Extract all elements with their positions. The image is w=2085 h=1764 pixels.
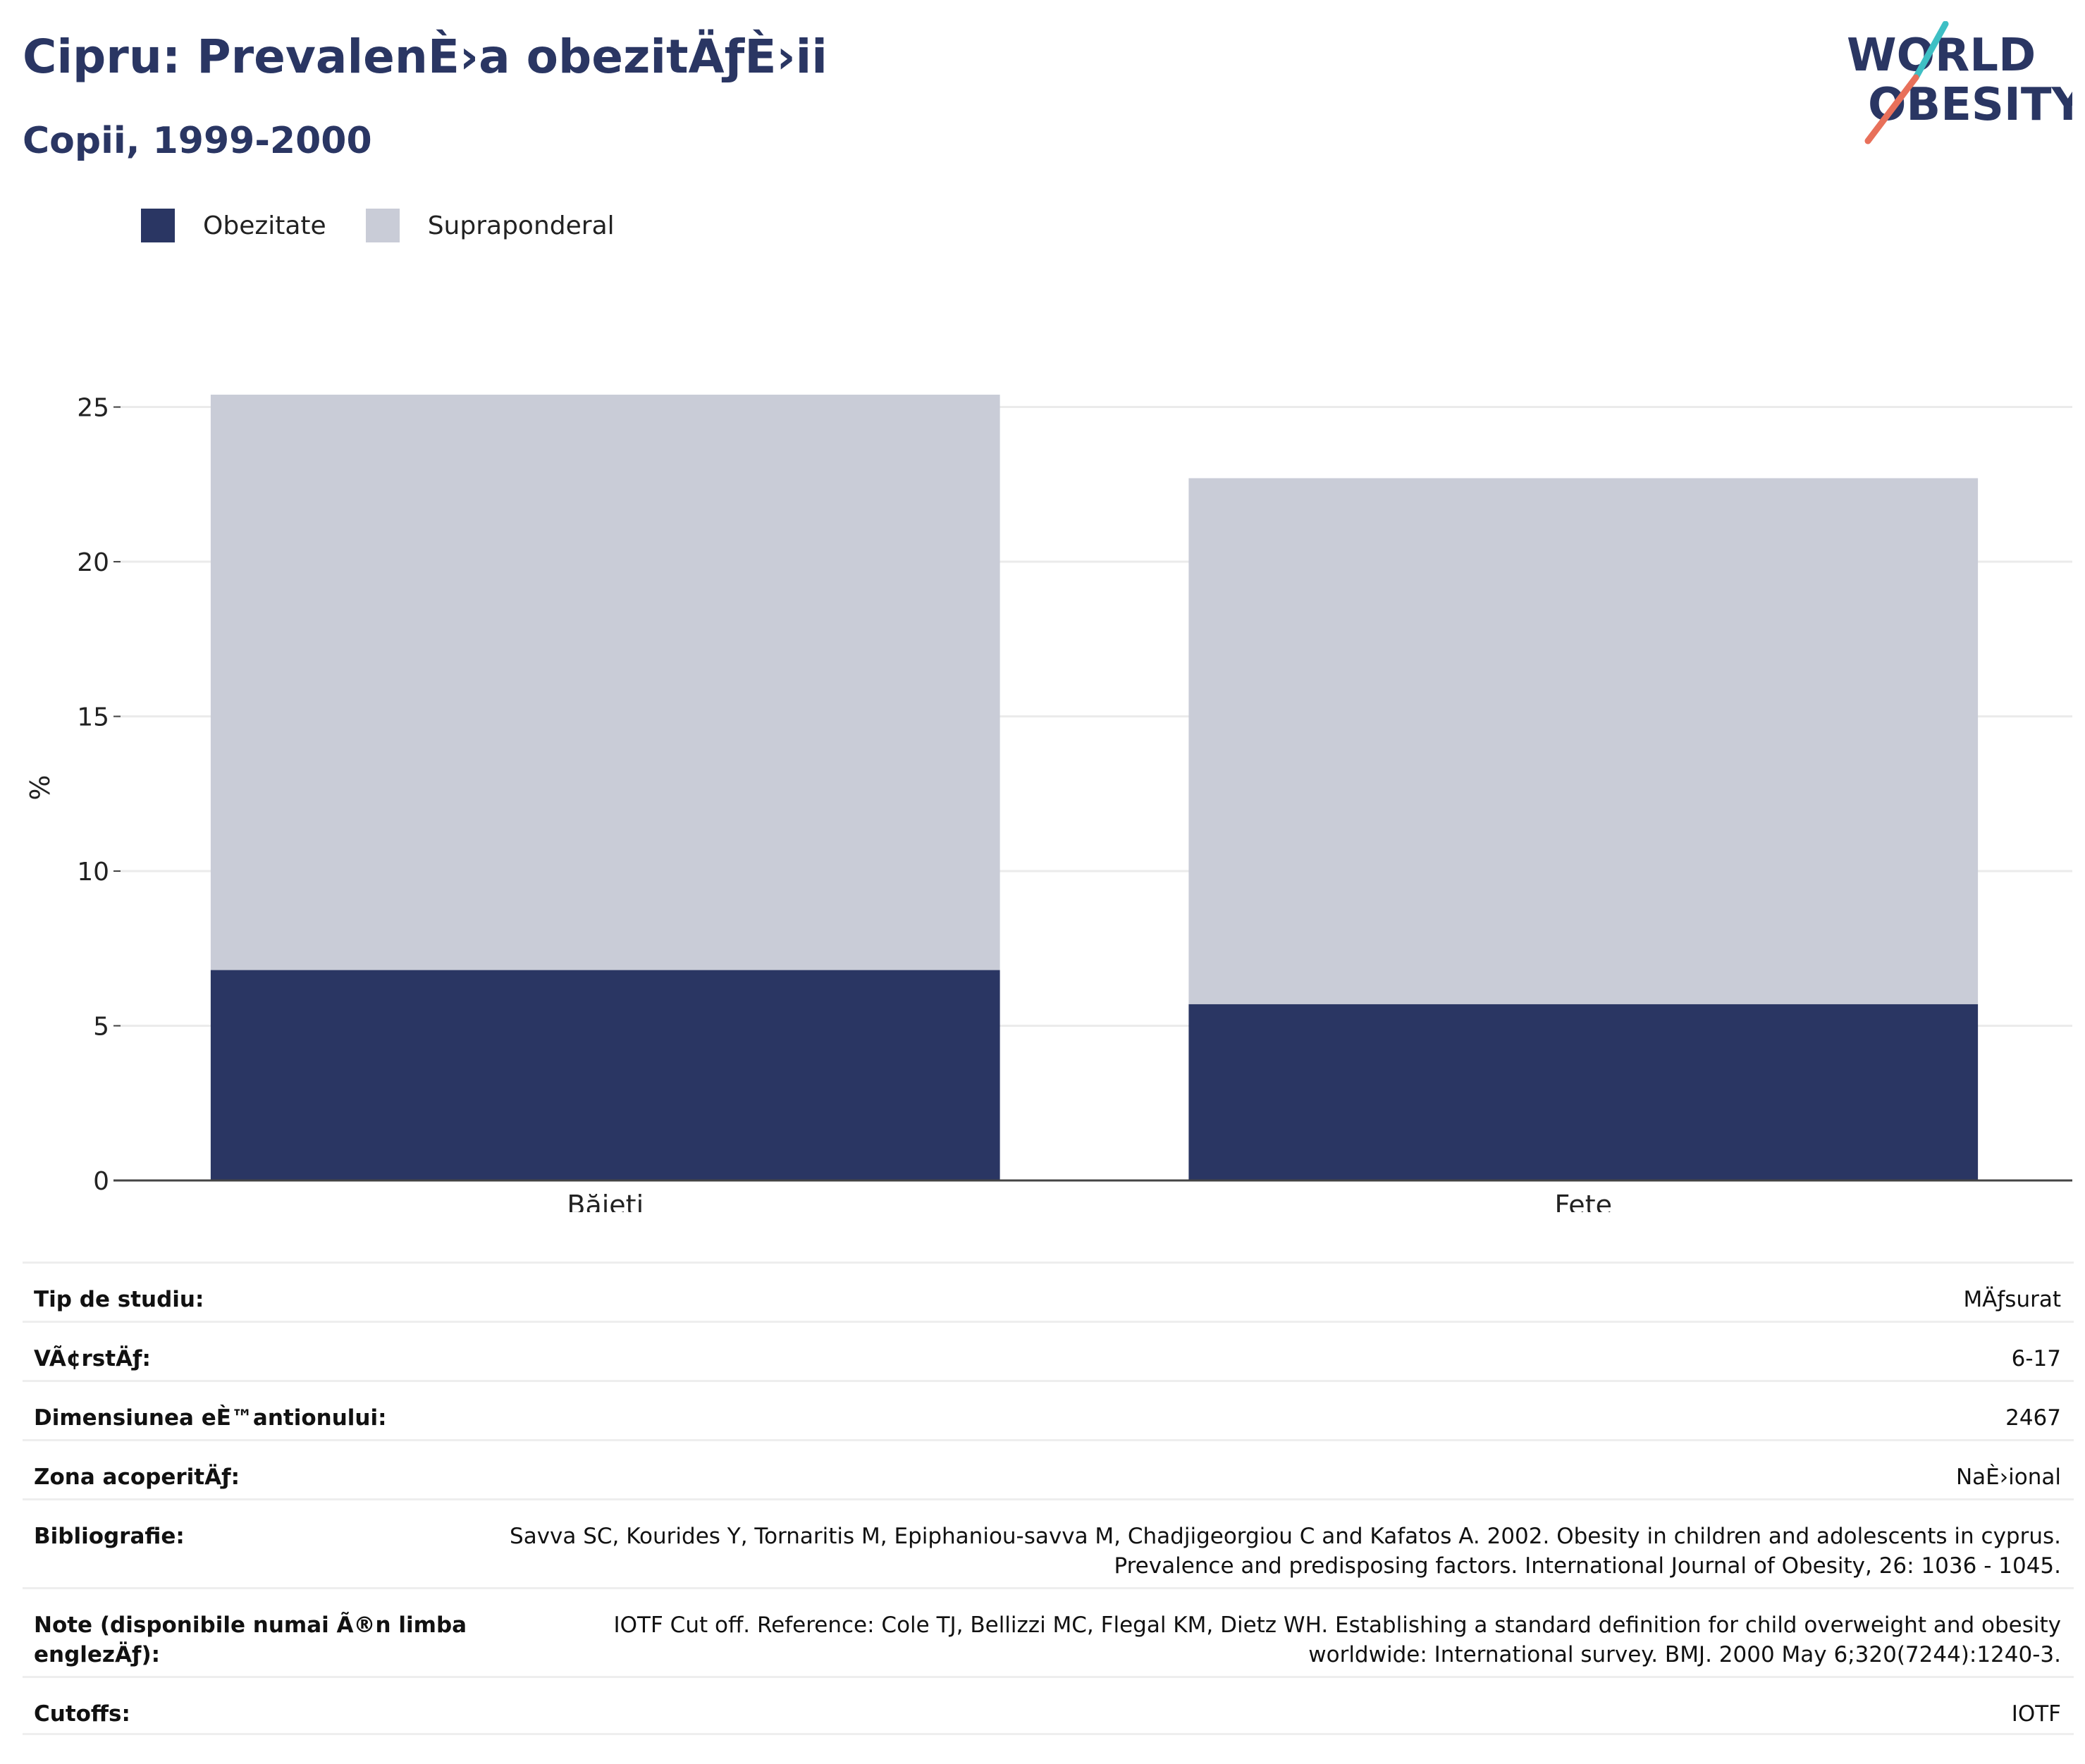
legend-swatch-overweight	[365, 209, 400, 242]
y-tick-label: 15	[77, 703, 109, 732]
info-label: Zona acoperitÄƒ:	[34, 1464, 240, 1490]
logo-slash-teal	[1912, 21, 1949, 81]
y-axis-label: %	[25, 775, 56, 800]
info-label: Cutoffs:	[34, 1701, 130, 1727]
info-value: 6-17	[2011, 1346, 2061, 1371]
info-row: VÃ¢rstÄƒ: 6-17	[23, 1321, 2074, 1380]
legend-label-obesity: Obezitate	[203, 211, 326, 240]
info-label: Dimensiunea eÈ™antionului:	[34, 1405, 387, 1431]
logo-slash-coral	[1864, 74, 1919, 144]
info-value: 2467	[2005, 1405, 2061, 1431]
legend-swatch-obesity	[141, 209, 175, 242]
bar-obesity-0	[210, 970, 1000, 1180]
legend-item-overweight[interactable]: Supraponderal	[365, 209, 615, 242]
logo-text-obesity: OBESITY	[1868, 79, 2072, 131]
info-row: Bibliografie: Savva SC, Kourides Y, Torna…	[23, 1498, 2074, 1587]
info-label: Note (disponibile numai Ã®n limba englez…	[34, 1612, 467, 1667]
page-subtitle: Copii, 1999-2000	[23, 120, 372, 162]
stacked-bar-chart: 0 5 10 15 20 25% Băieți Fete	[25, 394, 2072, 1212]
x-tick-label: Fete	[1555, 1190, 1612, 1212]
y-tick-label: 25	[77, 394, 109, 423]
y-tick-label: 0	[93, 1167, 109, 1196]
info-label: Bibliografie:	[34, 1524, 185, 1549]
x-tick-label: Băieți	[567, 1190, 644, 1212]
legend-item-obesity[interactable]: Obezitate	[141, 209, 326, 242]
info-row: Tip de studiu: MÄƒsurat	[23, 1262, 2074, 1321]
study-info-table: Tip de studiu: MÄƒsurat VÃ¢rstÄƒ: 6-17 Dimen…	[23, 1262, 2074, 1735]
bar-overweight-1	[1188, 478, 1979, 1004]
info-row: Zona acoperitÄƒ: NaÈ›ional	[23, 1439, 2074, 1498]
info-row: Note (disponibile numai Ã®n limba englez…	[23, 1587, 2074, 1676]
y-tick-label: 10	[77, 858, 109, 887]
info-row: Cutoffs: IOTF	[23, 1676, 2074, 1735]
chart-legend: Obezitate Supraponderal	[141, 209, 654, 242]
info-value: NaÈ›ional	[1955, 1464, 2061, 1490]
info-value: IOTF Cut off. Reference: Cole TJ, Belliz…	[613, 1612, 2061, 1667]
world-obesity-logo: WORLD OBESITY	[1847, 21, 2072, 144]
info-row: Dimensiunea eÈ™antionului: 2467	[23, 1380, 2074, 1439]
logo-text-world: WORLD	[1847, 30, 2036, 82]
y-tick-label: 20	[77, 548, 109, 577]
info-label: VÃ¢rstÄƒ:	[34, 1346, 151, 1371]
info-label: Tip de studiu:	[34, 1287, 204, 1312]
info-value: Savva SC, Kourides Y, Tornaritis M, Epip…	[510, 1524, 2061, 1579]
info-value: MÄƒsurat	[1963, 1287, 2061, 1312]
y-tick-label: 5	[93, 1013, 109, 1042]
legend-label-overweight: Supraponderal	[427, 211, 615, 240]
page-title: Cipru: PrevalenÈ›a obezitÄƒÈ›ii	[23, 30, 828, 84]
bar-overweight-0	[210, 395, 1000, 970]
info-value: IOTF	[2011, 1701, 2061, 1727]
bar-obesity-1	[1188, 1004, 1979, 1180]
